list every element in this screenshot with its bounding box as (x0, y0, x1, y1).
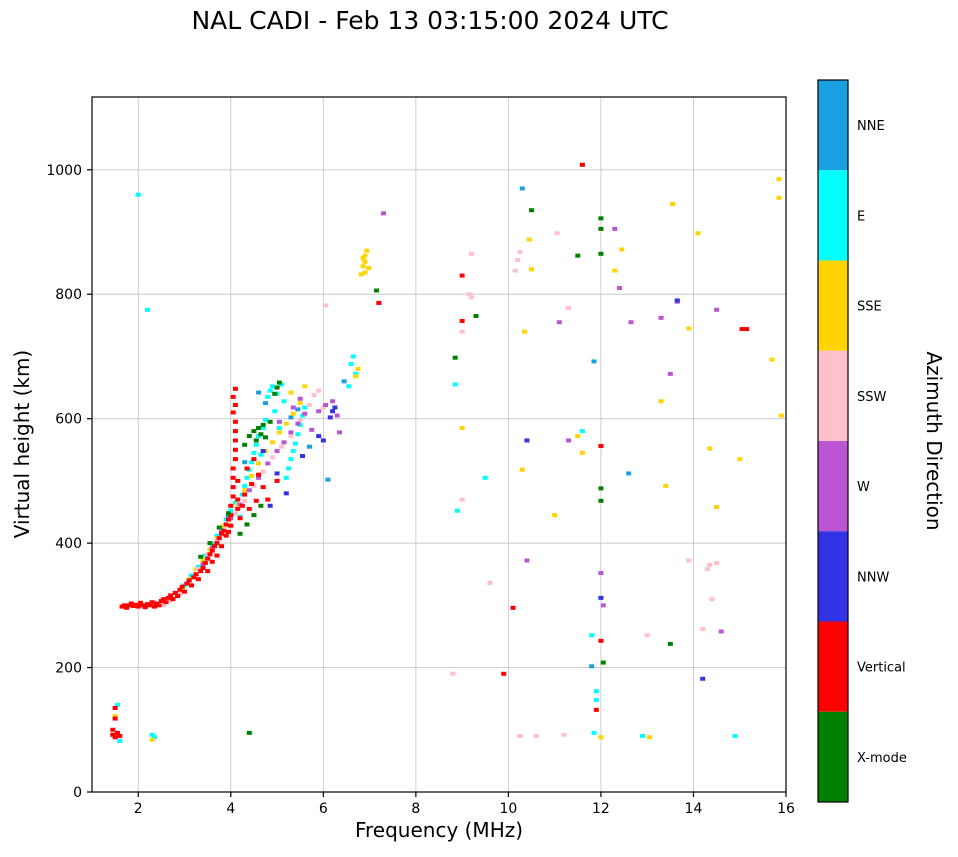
series-nne (225, 186, 632, 669)
x-tick-label: 16 (777, 801, 795, 817)
colorbar-tick-label-x-mode: X-mode (857, 751, 907, 766)
colorbar-segment-ssw (818, 350, 848, 441)
series-vertical (110, 162, 750, 740)
x-tick-label: 12 (592, 801, 610, 817)
colorbar-segment-e (818, 170, 848, 261)
plot-area (92, 97, 786, 792)
x-tick-label: 4 (226, 801, 235, 817)
colorbar-segment-nnw (818, 531, 848, 622)
x-tick-label: 2 (134, 801, 143, 817)
colorbar-tick-label-nne: NNE (857, 119, 885, 134)
x-axis-label: Frequency (MHz) (354, 818, 524, 842)
y-tick-label: 1000 (46, 163, 82, 179)
colorbar-tick-label-w: W (857, 480, 870, 495)
x-tick-label: 6 (319, 801, 328, 817)
x-tick-label: 14 (685, 801, 703, 817)
colorbar-label: Azimuth Direction (922, 351, 946, 531)
series-nnw (260, 298, 706, 681)
axes-frame (91, 96, 787, 793)
colorbar-tick-label-e: E (857, 209, 865, 224)
y-axis-label: Virtual height (km) (10, 349, 34, 539)
colorbar-segment-w (818, 441, 848, 532)
y-tick-label: 400 (55, 536, 82, 552)
colorbar-segment-nne (818, 80, 848, 171)
y-tick-label: 600 (55, 412, 82, 428)
chart-title: NAL CADI - Feb 13 03:15:00 2024 UTC (191, 6, 669, 35)
y-tick-label: 0 (73, 785, 82, 801)
colorbar-tick-label-vertical: Vertical (857, 661, 906, 676)
colorbar-segment-sse (818, 260, 848, 351)
colorbar-frame (817, 79, 849, 803)
series-x-mode (198, 208, 673, 735)
y-tick-label: 800 (55, 287, 82, 303)
colorbar-segment-x-mode (818, 711, 848, 802)
colorbar-tick-label-ssw: SSW (857, 390, 887, 405)
x-tick-label: 8 (411, 801, 420, 817)
y-tick-label: 200 (55, 661, 82, 677)
colorbar-segment-vertical (818, 621, 848, 712)
x-tick-label: 10 (499, 801, 517, 817)
colorbar-tick-label-sse: SSE (857, 300, 882, 315)
colorbar-tick-label-nnw: NNW (857, 570, 889, 585)
